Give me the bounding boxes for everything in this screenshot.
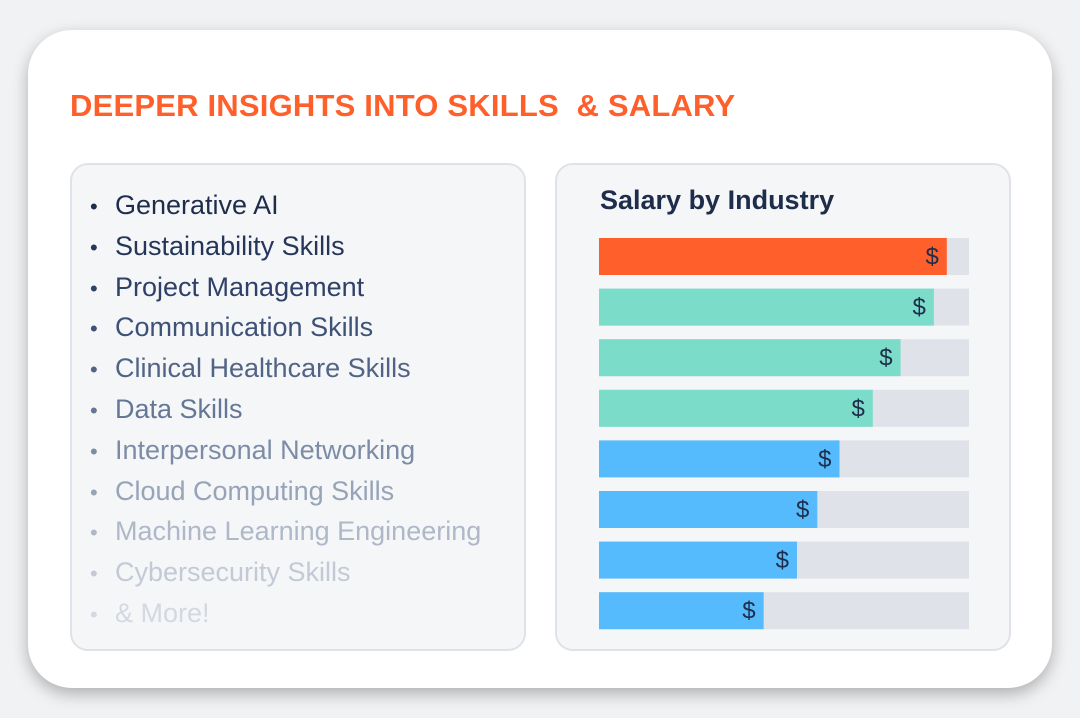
skill-label: Cloud Computing Skills — [115, 475, 395, 506]
list-item: • Sustainability Skills — [90, 226, 481, 267]
salary-bar — [599, 238, 947, 275]
bullet-icon: • — [90, 234, 98, 260]
skill-label: Clinical Healthcare Skills — [115, 353, 411, 384]
bar-value-label: $ — [796, 497, 809, 524]
bar-value-label: $ — [879, 345, 892, 372]
skill-label: Data Skills — [115, 393, 243, 424]
salary-bar — [599, 288, 934, 326]
bullet-icon: • — [90, 561, 98, 587]
list-item: • Machine Learning Engineering — [90, 511, 481, 552]
bar-value-label: $ — [851, 395, 864, 422]
bar-value-label: $ — [818, 446, 831, 473]
bullet-icon: • — [90, 479, 98, 505]
skill-label: Sustainability Skills — [115, 230, 345, 261]
salary-bar-chart: $$$$$$$$ — [599, 238, 969, 630]
skill-label: Interpersonal Networking — [115, 434, 416, 465]
bar-value-label: $ — [912, 294, 925, 321]
list-item: • Clinical Healthcare Skills — [90, 348, 481, 389]
skill-label: Project Management — [115, 271, 365, 302]
bullet-icon: • — [90, 601, 98, 627]
list-item: • Generative AI — [90, 185, 481, 226]
page-title: DEEPER INSIGHTS INTO SKILLS & SALARY — [70, 88, 736, 123]
bar-value-label: $ — [742, 598, 755, 625]
bullet-icon: • — [90, 397, 98, 423]
salary-bar — [599, 491, 818, 528]
skill-label: Communication Skills — [115, 312, 374, 343]
skill-label: Generative AI — [115, 190, 279, 220]
salary-bar — [599, 541, 797, 579]
salary-chart-panel: Salary by Industry $ $ $ $ $ $ $ $ — [555, 163, 1011, 651]
bullet-icon: • — [90, 275, 98, 301]
bullet-icon: • — [90, 194, 98, 219]
list-item: • Interpersonal Networking — [90, 430, 481, 471]
bar-value-label: $ — [925, 244, 938, 271]
skill-label: & More! — [115, 597, 210, 628]
salary-bar — [599, 389, 873, 427]
bullet-icon: • — [90, 520, 98, 546]
chart-title: Salary by Industry — [600, 185, 835, 215]
salary-bar — [599, 440, 840, 478]
bullet-icon: • — [90, 438, 98, 464]
salary-bar — [599, 592, 764, 630]
skills-panel: • Generative AI • Sustainability Skills • P… — [70, 163, 526, 651]
bar-value-label: $ — [776, 547, 789, 574]
list-item: • Project Management — [90, 267, 481, 308]
skills-list: • Generative AI • Sustainability Skills • P… — [90, 185, 481, 634]
list-item: • & More! — [90, 593, 481, 634]
salary-bar — [599, 339, 901, 377]
bullet-icon: • — [90, 316, 98, 342]
list-item: • Communication Skills — [90, 307, 481, 348]
list-item: • Cloud Computing Skills — [90, 471, 481, 512]
list-item: • Data Skills — [90, 389, 481, 430]
skill-label: Cybersecurity Skills — [115, 557, 351, 588]
skill-label: Machine Learning Engineering — [115, 516, 482, 547]
bullet-icon: • — [90, 357, 98, 383]
list-item: • Cybersecurity Skills — [90, 552, 481, 593]
